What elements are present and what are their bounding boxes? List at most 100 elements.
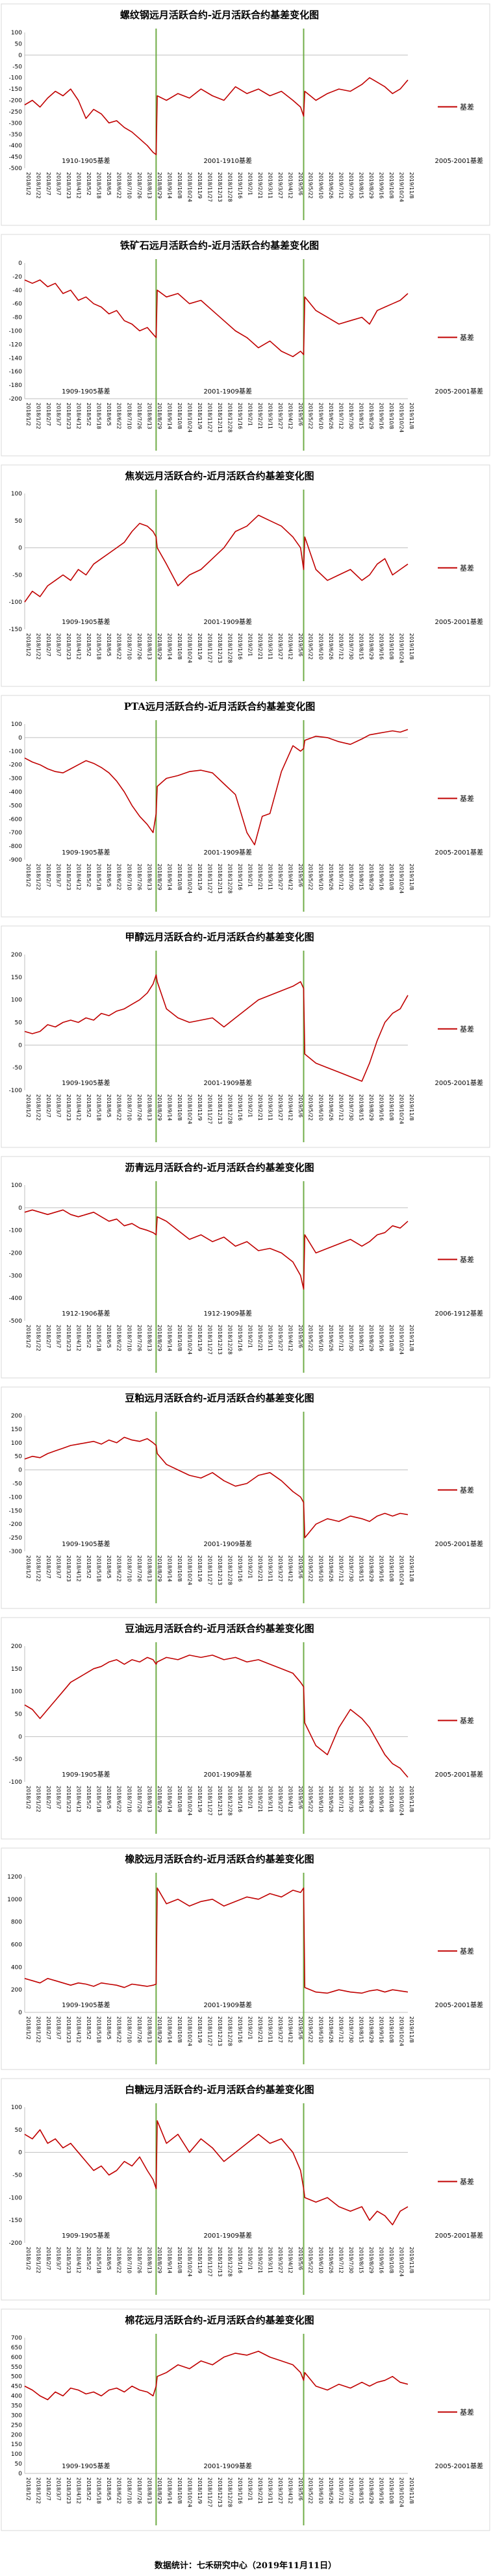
- x-tick-label: 2019/2/1: [247, 2016, 253, 2040]
- x-tick-label: 2018/10/24: [186, 2477, 192, 2507]
- x-tick-label: 2018/8/29: [157, 1325, 162, 1351]
- x-tick-label: 2019/8/29: [368, 864, 374, 890]
- x-tick-label: 2018/3/23: [66, 1094, 71, 1121]
- y-tick-label: -150: [9, 627, 23, 633]
- y-tick-label: 300: [11, 2412, 22, 2419]
- x-tick-label: 2019/7/12: [338, 633, 344, 660]
- x-tick-label: 2019/4/12: [288, 172, 294, 199]
- x-tick-label: 2019/1/16: [237, 1325, 243, 1351]
- x-tick-label: 2018/10/8: [177, 864, 183, 890]
- x-tick-label: 2019/8/15: [358, 2016, 364, 2043]
- y-tick-label: -900: [9, 857, 23, 864]
- y-tick-label: -300: [9, 120, 23, 127]
- period-label: 1909-1905基差: [62, 1540, 110, 1548]
- x-tick-label: 2018/12/28: [227, 2247, 233, 2277]
- x-tick-label: 2018/3/23: [66, 1325, 71, 1351]
- x-tick-label: 2019/9/16: [378, 2477, 384, 2504]
- x-tick-label: 2019/6/10: [318, 2247, 323, 2273]
- legend-label: 基差: [460, 103, 474, 112]
- y-tick-label: -100: [9, 1088, 23, 1094]
- x-tick-label: 2018/11/9: [197, 2477, 203, 2504]
- x-tick-label: 2019/2/1: [247, 1786, 253, 1809]
- x-tick-label: 2019/8/15: [358, 1325, 364, 1351]
- x-tick-label: 2019/4/12: [288, 633, 294, 660]
- x-tick-label: 2019/8/29: [368, 1555, 374, 1582]
- x-tick-label: 2019/7/30: [348, 633, 354, 660]
- x-tick-label: 2019/7/30: [348, 1325, 354, 1351]
- x-tick-label: 2019/5/6: [297, 2247, 303, 2270]
- x-tick-label: 2018/12/13: [217, 1555, 223, 1585]
- x-tick-label: 2018/7/10: [126, 1786, 132, 1812]
- x-tick-label: 2019/2/1: [247, 403, 253, 426]
- x-tick-label: 2018/5/2: [86, 633, 92, 657]
- y-tick-label: -200: [9, 396, 23, 403]
- x-tick-label: 2018/6/22: [116, 403, 122, 429]
- x-tick-label: 2019/10/8: [388, 1555, 394, 1582]
- x-tick-label: 2019/9/16: [378, 172, 384, 199]
- x-tick-label: 2018/7/26: [136, 864, 142, 890]
- x-tick-label: 2019/9/16: [378, 2247, 384, 2273]
- x-tick-label: 2019/10/24: [398, 633, 404, 663]
- y-tick-label: 100: [11, 2105, 22, 2111]
- y-tick-label: 100: [11, 2451, 22, 2458]
- x-tick-label: 2019/6/10: [318, 633, 323, 660]
- x-tick-label: 2018/8/13: [146, 403, 152, 429]
- x-tick-label: 2019/5/6: [297, 403, 303, 426]
- x-tick-label: 2019/9/16: [378, 403, 384, 429]
- x-tick-label: 2019/2/1: [247, 1555, 253, 1579]
- x-tick-label: 2019/5/22: [308, 1786, 314, 1812]
- y-tick-label: -50: [12, 64, 22, 70]
- x-tick-label: 2018/11/9: [197, 1555, 203, 1582]
- chart-title: 豆油远月活跃合约-近月活跃合约基差变化图: [125, 1623, 314, 1634]
- x-tick-label: 2018/7/26: [136, 1325, 142, 1351]
- period-label: 2001-1909基差: [203, 2231, 252, 2240]
- y-tick-label: -450: [9, 155, 23, 161]
- chart-title: 豆粕远月活跃合约-近月活跃合约基差变化图: [125, 1392, 314, 1404]
- y-tick-label: 50: [15, 2461, 23, 2468]
- x-tick-label: 2019/11/8: [409, 2477, 414, 2504]
- period-label: 1909-1905基差: [62, 848, 110, 857]
- legend-label: 基差: [460, 564, 474, 573]
- x-tick-label: 2019/8/15: [358, 864, 364, 890]
- period-label: 2005-2001基差: [434, 618, 483, 626]
- chart-border: [1, 2078, 490, 2301]
- x-tick-label: 2019/6/26: [328, 1325, 334, 1351]
- x-tick-label: 2019/7/12: [338, 1094, 344, 1121]
- x-tick-label: 2019/10/24: [398, 1094, 404, 1124]
- x-tick-label: 2018/1/2: [25, 2016, 31, 2040]
- chart-panel: 白糖远月活跃合约-近月活跃合约基差变化图 -200 -150 -100 -50 0 50 10…: [0, 2077, 491, 2301]
- x-tick-label: 2018/7/26: [136, 1786, 142, 1812]
- x-tick-label: 2018/10/24: [186, 1325, 192, 1355]
- x-tick-label: 2018/12/28: [227, 2016, 233, 2046]
- x-tick-label: 2018/6/22: [116, 1555, 122, 1582]
- x-tick-label: 2018/3/23: [66, 864, 71, 890]
- y-tick-label: 500: [11, 2374, 22, 2381]
- period-label: 1909-1905基差: [62, 1079, 110, 1087]
- period-label: 1909-1905基差: [62, 2231, 110, 2240]
- x-tick-label: 2018/11/9: [197, 1094, 203, 1121]
- x-tick-label: 2018/11/27: [207, 1325, 212, 1355]
- x-tick-label: 2018/10/24: [186, 403, 192, 432]
- y-tick-label: 100: [11, 1182, 22, 1189]
- x-tick-label: 2019/1/16: [237, 1555, 243, 1582]
- x-tick-label: 2019/8/29: [368, 633, 374, 660]
- x-tick-label: 2018/1/2: [25, 1094, 31, 1118]
- y-tick-label: 650: [11, 2345, 22, 2351]
- chart-panel: 焦炭远月活跃合约-近月活跃合约基差变化图 -150 -100 -50 0 50 100 201…: [0, 464, 491, 687]
- x-tick-label: 2018/1/22: [36, 633, 42, 660]
- y-tick-label: -400: [9, 1295, 23, 1302]
- x-tick-label: 2018/3/23: [66, 172, 71, 199]
- chart-panel: 豆油远月活跃合约-近月活跃合约基差变化图 -100 -50 0 50 100 150 200 2…: [0, 1616, 491, 1840]
- x-tick-label: 2019/3/27: [277, 2016, 283, 2043]
- chart-border: [1, 925, 490, 1148]
- x-tick-label: 2019/11/8: [409, 2016, 414, 2043]
- legend-label: 基差: [460, 1486, 474, 1495]
- x-tick-label: 2019/10/24: [398, 2247, 404, 2277]
- x-tick-label: 2018/1/22: [36, 1325, 42, 1351]
- x-tick-label: 2019/3/11: [268, 633, 273, 660]
- x-tick-label: 2018/11/9: [197, 1786, 203, 1812]
- chart-svg: 豆油远月活跃合约-近月活跃合约基差变化图 -100 -50 0 50 100 150 200 2…: [1, 1617, 490, 1840]
- chart-title: 橡胶远月活跃合约-近月活跃合约基差变化图: [125, 1853, 314, 1865]
- period-label: 2001-1909基差: [203, 2001, 252, 2009]
- x-tick-label: 2018/7/10: [126, 633, 132, 660]
